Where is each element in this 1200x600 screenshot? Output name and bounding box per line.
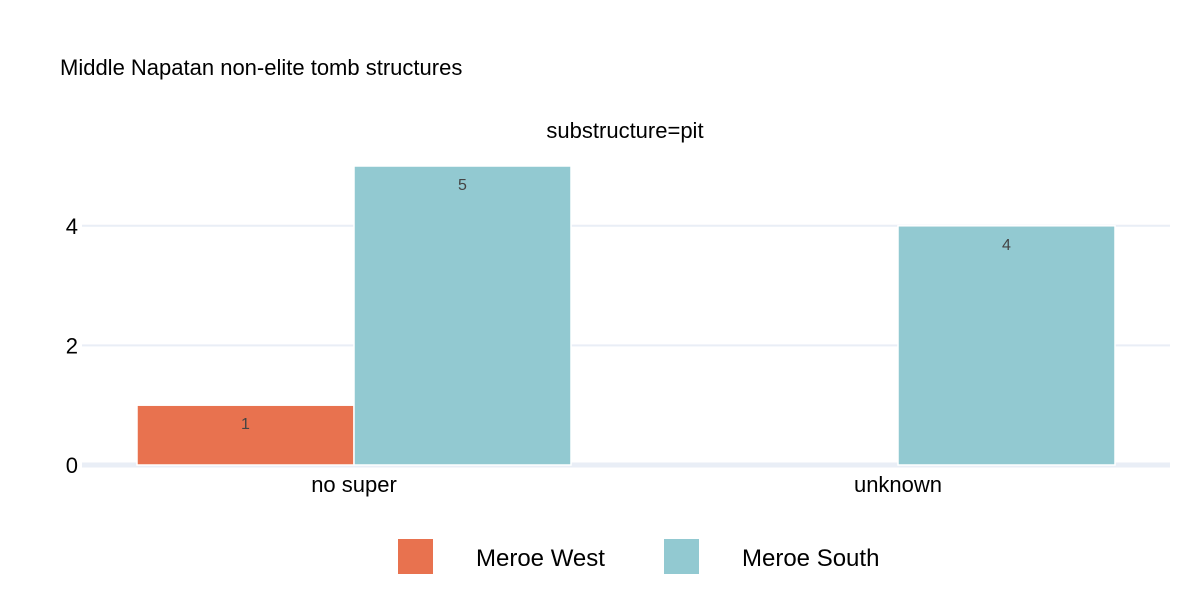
bar — [353, 165, 572, 466]
x-tick-label: unknown — [854, 472, 942, 497]
bars: 1 5 4 — [136, 165, 1116, 466]
x-tick-label: no super — [311, 472, 397, 497]
legend-label: Meroe West — [476, 545, 605, 572]
legend: Meroe West Meroe South — [398, 539, 879, 574]
y-tick-label: 2 — [66, 333, 78, 358]
axes: 0 2 4 no super unknown — [66, 214, 942, 497]
chart-title: Middle Napatan non-elite tomb structures — [60, 55, 462, 80]
y-tick-label: 0 — [66, 453, 78, 478]
bar — [136, 404, 355, 466]
y-tick-label: 4 — [66, 214, 78, 239]
bar-value-label: 4 — [1002, 237, 1011, 254]
bar — [897, 225, 1116, 466]
legend-swatch — [664, 539, 699, 574]
legend-label: Meroe South — [742, 545, 879, 572]
bar-value-label: 1 — [241, 416, 250, 433]
legend-swatch — [398, 539, 433, 574]
facet-title: substructure=pit — [546, 118, 703, 143]
bar-value-label: 5 — [458, 177, 467, 194]
